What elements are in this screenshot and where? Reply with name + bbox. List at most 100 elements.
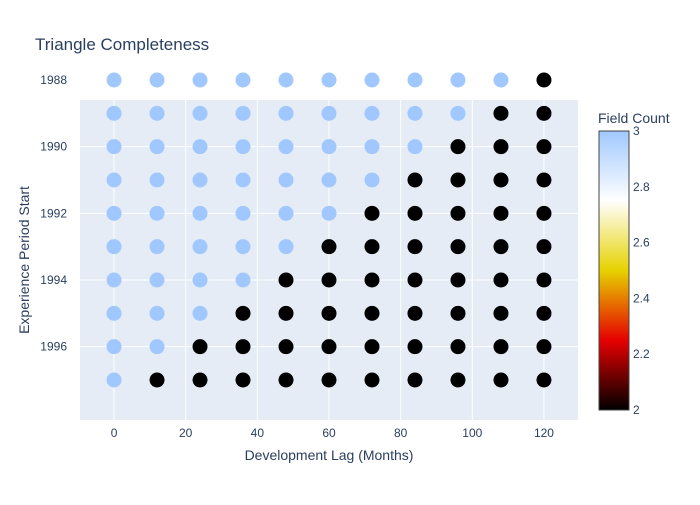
data-point (278, 72, 294, 88)
data-point (407, 205, 423, 221)
data-point (149, 72, 165, 88)
data-point (493, 272, 509, 288)
x-tick-label: 120 (534, 426, 554, 440)
data-point (493, 339, 509, 355)
data-point (278, 305, 294, 321)
data-point (149, 239, 165, 255)
data-point (450, 172, 466, 188)
data-point (364, 339, 380, 355)
data-point (493, 372, 509, 388)
colorbar (598, 130, 630, 411)
data-point (493, 205, 509, 221)
data-point (106, 372, 122, 388)
x-tick-label: 0 (111, 426, 118, 440)
y-axis-title: Experience Period Start (16, 186, 32, 334)
data-point (278, 139, 294, 155)
data-point (536, 205, 552, 221)
data-point (106, 305, 122, 321)
data-points (106, 72, 552, 388)
data-point (493, 105, 509, 121)
data-point (278, 272, 294, 288)
data-point (235, 305, 251, 321)
data-point (106, 72, 122, 88)
data-point (493, 139, 509, 155)
data-point (407, 172, 423, 188)
data-point (149, 205, 165, 221)
data-point (321, 272, 337, 288)
data-point (407, 272, 423, 288)
data-point (192, 72, 208, 88)
data-point (278, 105, 294, 121)
data-point (364, 72, 380, 88)
data-point (235, 239, 251, 255)
data-point (407, 339, 423, 355)
data-point (536, 339, 552, 355)
data-point (235, 139, 251, 155)
chart-title: Triangle Completeness (35, 35, 209, 54)
data-point (192, 105, 208, 121)
data-point (192, 205, 208, 221)
x-tick-label: 80 (394, 426, 408, 440)
data-point (493, 239, 509, 255)
data-point (493, 305, 509, 321)
data-point (278, 339, 294, 355)
data-point (192, 272, 208, 288)
data-point (235, 172, 251, 188)
y-tick-label: 1990 (40, 140, 67, 154)
data-point (364, 172, 380, 188)
data-point (192, 305, 208, 321)
colorbar-title: Field Count (598, 110, 670, 126)
data-point (149, 305, 165, 321)
data-point (364, 205, 380, 221)
x-tick-label: 60 (322, 426, 336, 440)
data-point (407, 72, 423, 88)
data-point (493, 172, 509, 188)
x-tick-labels: 0 20 40 60 80 100 120 (111, 426, 555, 440)
data-point (235, 105, 251, 121)
data-point (106, 239, 122, 255)
data-point (192, 372, 208, 388)
data-point (450, 372, 466, 388)
data-point (106, 205, 122, 221)
y-tick-label: 1992 (40, 206, 67, 220)
data-point (450, 205, 466, 221)
data-point (278, 205, 294, 221)
data-point (321, 105, 337, 121)
data-point (278, 172, 294, 188)
data-point (321, 372, 337, 388)
data-point (450, 305, 466, 321)
data-point (407, 139, 423, 155)
data-point (450, 339, 466, 355)
data-point (235, 72, 251, 88)
data-point (407, 105, 423, 121)
colorbar-ticks: 2 2.2 2.4 2.6 2.8 3 (633, 124, 650, 417)
data-point (235, 272, 251, 288)
y-tick-label: 1988 (40, 73, 67, 87)
data-point (149, 139, 165, 155)
data-point (192, 339, 208, 355)
data-point (106, 105, 122, 121)
data-point (278, 239, 294, 255)
data-point (536, 239, 552, 255)
x-tick-label: 100 (462, 426, 482, 440)
data-point (149, 172, 165, 188)
data-point (364, 272, 380, 288)
data-point (536, 372, 552, 388)
data-point (192, 139, 208, 155)
data-point (536, 105, 552, 121)
data-point (536, 272, 552, 288)
data-point (536, 305, 552, 321)
data-point (536, 172, 552, 188)
data-point (364, 239, 380, 255)
data-point (321, 139, 337, 155)
data-point (235, 339, 251, 355)
data-point (321, 305, 337, 321)
x-tick-label: 40 (251, 426, 265, 440)
y-tick-labels: 1988 1990 1992 1994 1996 (40, 73, 67, 354)
data-point (536, 139, 552, 155)
data-point (321, 205, 337, 221)
data-point (450, 105, 466, 121)
data-point (149, 272, 165, 288)
colorbar-tick-label: 2.8 (633, 180, 650, 194)
colorbar-tick-label: 3 (633, 124, 640, 138)
